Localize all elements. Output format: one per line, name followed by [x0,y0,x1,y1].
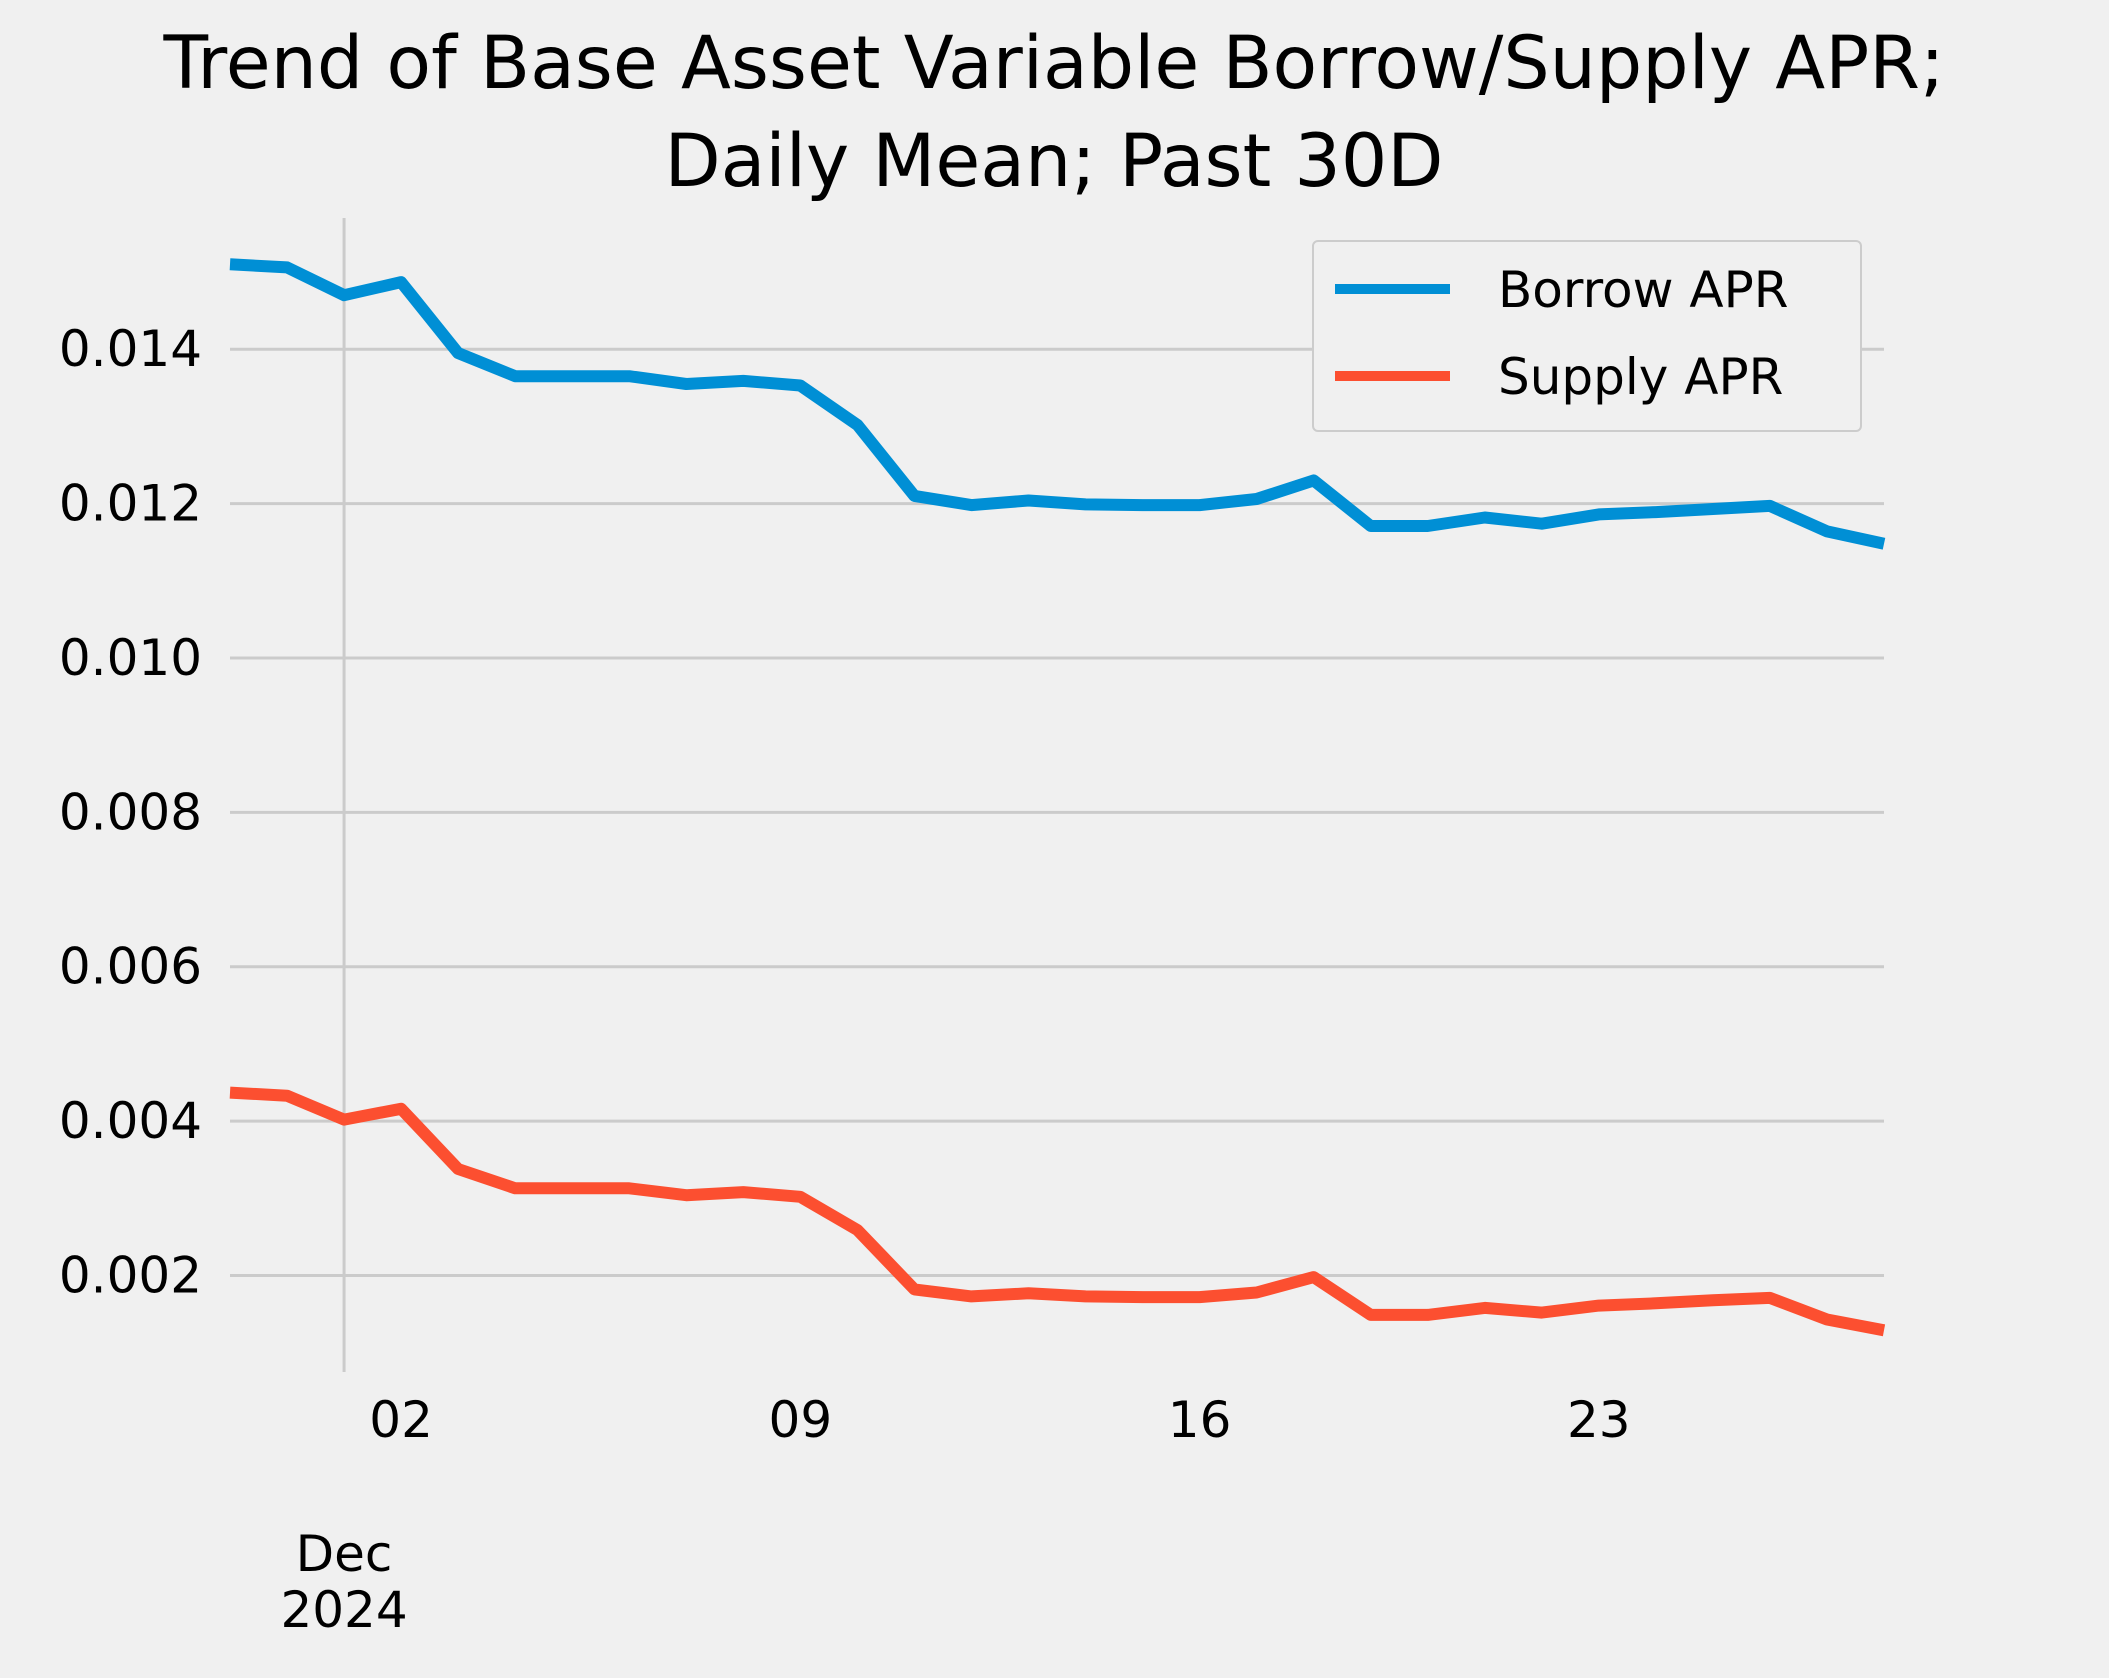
y-tick-label: 0.010 [59,629,202,687]
legend-label-supply: Supply APR [1498,348,1783,406]
borrow-apr-line [229,258,1886,550]
y-tick-label: 0.006 [59,938,202,996]
chart-title-line-1: Trend of Base Asset Variable Borrow/Supp… [162,21,1944,106]
x-major-label: 2024 [280,1581,407,1639]
y-tick-label: 0.008 [59,783,202,841]
x-tick-label: 23 [1567,1391,1631,1449]
x-tick-label: 16 [1168,1391,1232,1449]
y-tick-label: 0.004 [59,1092,202,1150]
legend: Borrow APR Supply APR [1312,240,1862,432]
chart-title-line-2: Daily Mean; Past 30D [664,119,1443,204]
x-tick-label: 02 [369,1391,433,1449]
y-tick-label: 0.012 [59,475,202,533]
y-axis-ticks: 0.002 0.004 0.006 0.008 0.010 0.012 0.014 [59,320,202,1304]
x-tick-label: 09 [769,1391,833,1449]
y-tick-label: 0.014 [59,320,202,378]
y-tick-label: 0.002 [59,1247,202,1305]
supply-apr-line [229,1086,1886,1337]
plot-lines [229,258,1886,1337]
x-major-label: Dec [296,1525,393,1583]
legend-label-borrow: Borrow APR [1498,261,1789,319]
